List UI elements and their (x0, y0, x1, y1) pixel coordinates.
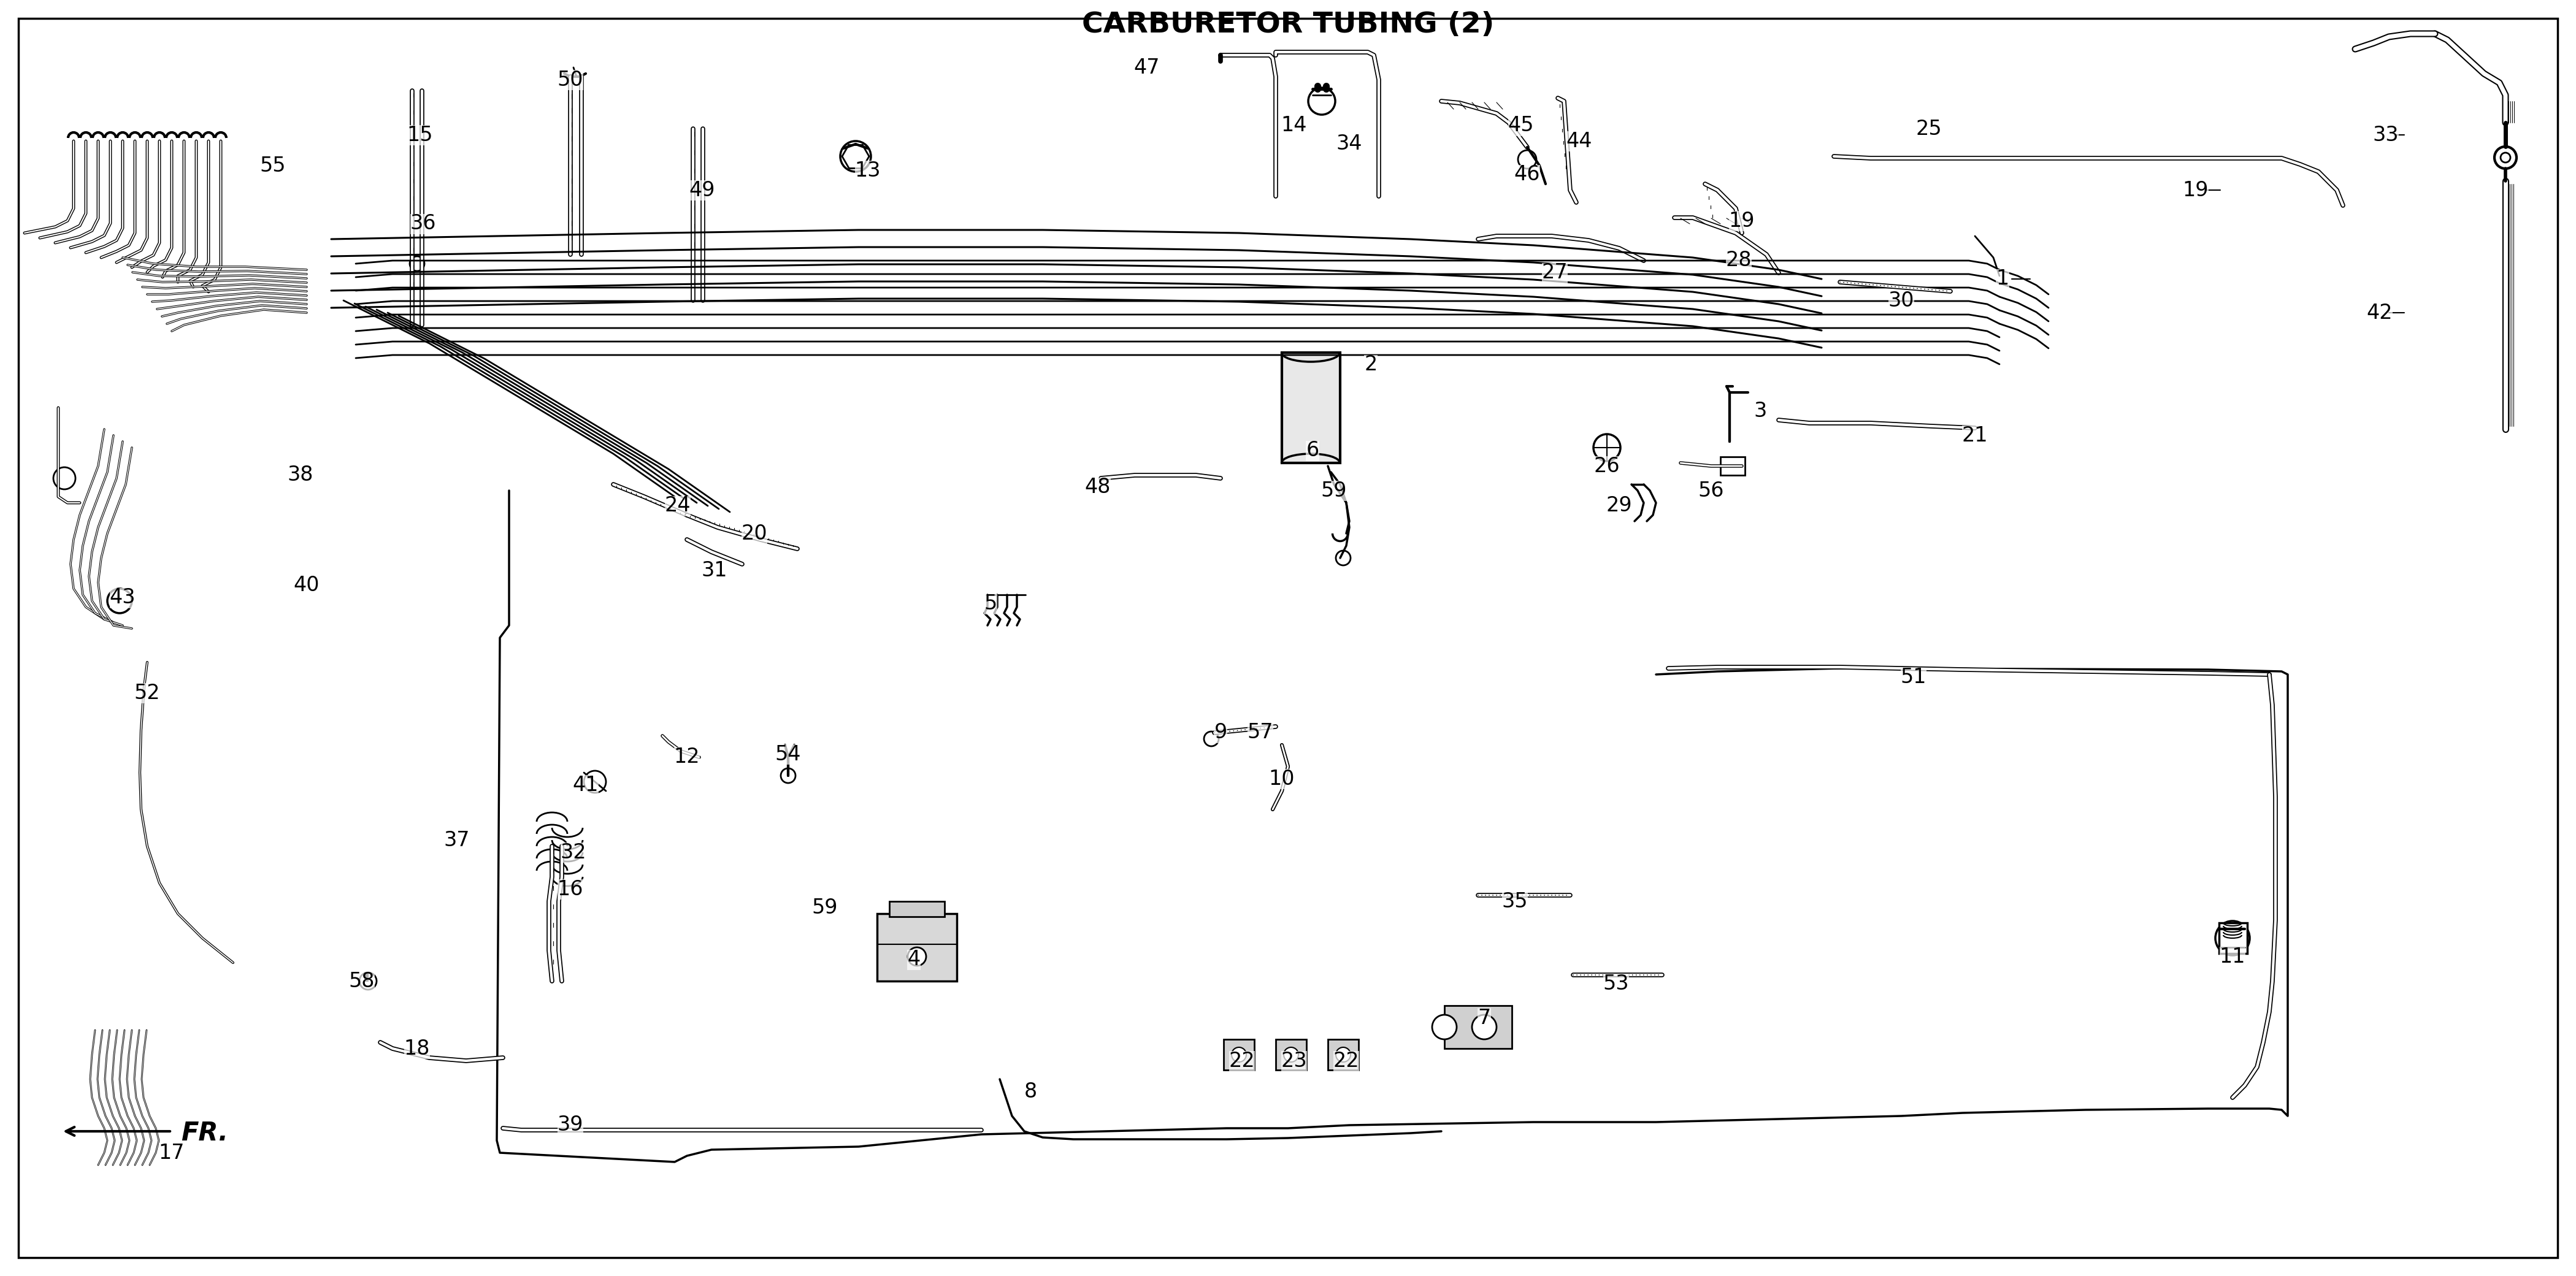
Text: 19: 19 (2182, 180, 2208, 200)
Circle shape (54, 467, 75, 489)
Bar (1445, 1005, 1512, 1049)
Text: 5: 5 (984, 593, 997, 614)
Bar (1224, 1040, 1255, 1071)
Circle shape (1231, 1048, 1247, 1062)
Text: 7: 7 (1479, 1008, 1492, 1028)
Text: 16: 16 (556, 879, 582, 900)
Text: 50: 50 (556, 70, 582, 89)
Text: 47: 47 (1133, 57, 1159, 78)
Text: 4: 4 (907, 949, 920, 970)
Text: 59: 59 (1321, 481, 1347, 500)
Circle shape (781, 768, 796, 783)
Text: 40: 40 (294, 575, 319, 596)
Circle shape (2494, 147, 2517, 168)
Text: FR.: FR. (180, 1120, 229, 1146)
Text: 3: 3 (1754, 401, 1767, 421)
Text: 22: 22 (1334, 1050, 1360, 1071)
Text: 1: 1 (1996, 269, 2009, 290)
Text: 32: 32 (562, 842, 587, 863)
Text: 18: 18 (404, 1039, 430, 1059)
Text: 12: 12 (675, 748, 701, 767)
Text: 55: 55 (260, 156, 286, 176)
Circle shape (1432, 1014, 1455, 1040)
Text: 54: 54 (775, 744, 801, 764)
Text: 2: 2 (1365, 355, 1378, 375)
Text: 19: 19 (1728, 211, 1754, 231)
Text: 30: 30 (1888, 291, 1914, 310)
Text: 9: 9 (1213, 722, 1226, 743)
Text: 25: 25 (1917, 119, 1942, 139)
Text: 24: 24 (665, 496, 690, 516)
Circle shape (840, 142, 871, 172)
Bar (1327, 1040, 1358, 1071)
Circle shape (410, 256, 425, 271)
Circle shape (1517, 151, 1535, 168)
Circle shape (1283, 1048, 1298, 1062)
Text: 14: 14 (1280, 116, 1306, 135)
Circle shape (585, 771, 605, 792)
Text: 13: 13 (855, 161, 881, 181)
Text: 43: 43 (111, 588, 137, 607)
Text: 44: 44 (1566, 131, 1592, 151)
Text: CARBURETOR TUBING (2): CARBURETOR TUBING (2) (1082, 11, 1494, 38)
Text: 21: 21 (1963, 425, 1989, 445)
Text: 42: 42 (2367, 302, 2393, 323)
Text: 58: 58 (348, 971, 376, 991)
Text: 11: 11 (2221, 947, 2246, 967)
Circle shape (1337, 551, 1350, 565)
Text: 6: 6 (1306, 440, 1319, 461)
Circle shape (907, 947, 927, 966)
Bar (1275, 1040, 1306, 1071)
Text: 34: 34 (1337, 134, 1363, 154)
Circle shape (108, 588, 131, 614)
Text: 31: 31 (701, 560, 726, 581)
Circle shape (1203, 731, 1218, 746)
Circle shape (2215, 921, 2249, 956)
Text: 33: 33 (2372, 125, 2398, 145)
Text: 37: 37 (443, 829, 469, 850)
Circle shape (1595, 434, 1620, 461)
Text: 41: 41 (572, 775, 598, 795)
Bar (1721, 457, 1744, 475)
Text: 17: 17 (160, 1142, 185, 1162)
Text: 39: 39 (556, 1115, 582, 1136)
Text: 48: 48 (1084, 477, 1110, 498)
Text: 20: 20 (742, 523, 768, 544)
Text: 59: 59 (811, 897, 837, 917)
Circle shape (361, 972, 376, 990)
Text: 28: 28 (1726, 250, 1752, 271)
Text: 36: 36 (410, 213, 435, 234)
Circle shape (1309, 88, 1334, 115)
Text: 46: 46 (1515, 165, 1540, 185)
Circle shape (1471, 1014, 1497, 1040)
Text: 35: 35 (1502, 891, 1528, 911)
Text: 10: 10 (1270, 768, 1296, 789)
Circle shape (1337, 1048, 1350, 1062)
Text: 49: 49 (690, 180, 716, 200)
Text: 56: 56 (1698, 481, 1723, 500)
Bar (1283, 352, 1340, 463)
Text: 26: 26 (1595, 456, 1620, 476)
Text: 27: 27 (1540, 263, 1569, 283)
Bar (2218, 923, 2246, 953)
Text: 51: 51 (1901, 667, 1927, 688)
Text: 8: 8 (1023, 1081, 1038, 1101)
Text: 22: 22 (1229, 1050, 1255, 1071)
Text: 57: 57 (1247, 722, 1273, 743)
Text: 45: 45 (1507, 116, 1535, 135)
Bar (889, 901, 945, 916)
Bar (876, 914, 956, 981)
Text: 38: 38 (289, 464, 314, 485)
Text: 15: 15 (407, 125, 433, 145)
Text: 23: 23 (1280, 1050, 1306, 1071)
Text: 52: 52 (134, 683, 160, 703)
Text: 53: 53 (1602, 974, 1628, 994)
Text: 29: 29 (1605, 496, 1633, 516)
Circle shape (2501, 153, 2512, 162)
